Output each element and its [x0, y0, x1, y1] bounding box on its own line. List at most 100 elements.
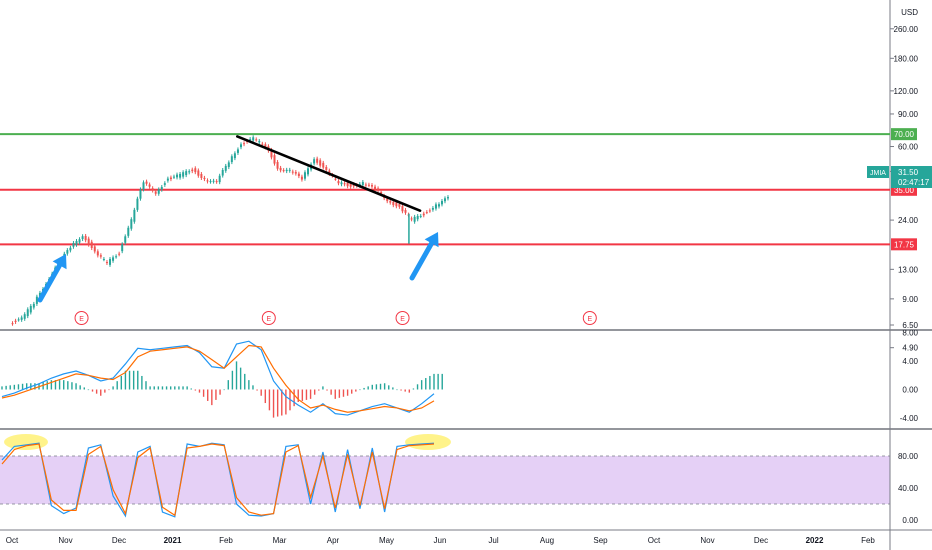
candle-body [297, 173, 300, 177]
candle-body [29, 306, 32, 313]
candle-body [221, 169, 224, 176]
candle-body [166, 178, 169, 181]
candle-body [197, 170, 200, 176]
candle-body [392, 201, 395, 206]
macd-histogram-bar [153, 386, 155, 390]
main-price-pane[interactable] [0, 0, 890, 330]
macd-histogram-bar [301, 389, 304, 401]
macd-histogram-bar [285, 389, 287, 415]
candle-body [224, 165, 227, 171]
macd-histogram-bar [223, 389, 225, 391]
price-axis[interactable]: 260.00180.00120.0090.0060.0044.0024.0013… [890, 25, 919, 353]
time-tick-label: Nov [58, 536, 72, 545]
macd-histogram-bar [202, 389, 205, 397]
arrow-shaft [409, 236, 437, 281]
macd-histogram-bar [165, 386, 168, 390]
macd-histogram-bar [1, 386, 3, 390]
earnings-label: E [266, 316, 271, 323]
candle-body [252, 137, 255, 141]
macd-indicator [1, 340, 443, 418]
time-tick-label: Mar [273, 536, 287, 545]
macd-histogram-bar [248, 380, 250, 390]
candle-body [319, 160, 322, 166]
candle-body [303, 172, 306, 179]
macd-histogram-bar [244, 373, 246, 390]
candle-body [14, 320, 17, 322]
macd-histogram-bar [50, 380, 53, 390]
trend-line[interactable] [235, 135, 422, 212]
macd-histogram-bar [116, 381, 118, 390]
candle-body [374, 186, 377, 190]
candle-body [38, 292, 41, 297]
earnings-marker [395, 311, 410, 325]
macd-histogram-bar [174, 386, 176, 390]
candle-body [416, 215, 419, 220]
candle-body [440, 201, 443, 205]
macd-histogram-bar [297, 389, 299, 402]
time-tick-label: Apr [327, 536, 340, 545]
candle-body [69, 247, 72, 251]
time-tick-label: Sep [593, 536, 608, 545]
candle-body [139, 189, 142, 199]
candle-body [337, 181, 340, 184]
last-price-label: 31.50 [898, 168, 919, 177]
candle-body [32, 303, 35, 308]
macd-histogram-bar [375, 384, 378, 390]
candle-body [93, 246, 96, 252]
candle-body [130, 219, 133, 229]
candle-body [227, 162, 230, 168]
candle-body [239, 144, 242, 148]
candle-body [364, 184, 367, 186]
candle-body [194, 168, 197, 173]
candle-body [87, 238, 90, 245]
candle-body [285, 169, 288, 172]
macd-histogram-bar [67, 381, 69, 390]
candle-body [328, 170, 331, 174]
macd-histogram-bar [293, 389, 295, 407]
macd-tick-label: 8.00 [902, 329, 918, 338]
macd-histogram-bar [252, 385, 254, 390]
macd-histogram-bar [359, 389, 361, 391]
candle-body [218, 175, 221, 183]
macd-histogram-bar [178, 386, 180, 390]
macd-histogram-bar [207, 389, 209, 401]
macd-histogram-bar [141, 375, 143, 390]
candle-body [163, 183, 166, 185]
candle-body [145, 181, 148, 184]
candle-body [109, 259, 112, 265]
stoch-tick-label: 80.00 [898, 452, 919, 461]
candle-body [352, 184, 355, 187]
candle-body [386, 198, 389, 202]
candle-body [112, 257, 115, 261]
time-tick-label: Oct [648, 536, 661, 545]
macd-histogram-bar [190, 388, 192, 390]
price-tick-label: 6.50 [902, 321, 918, 330]
macd-axis: 8.00 4.00 0.00 -4.00 [900, 329, 919, 423]
candle-body [249, 139, 252, 141]
candle-body [243, 143, 246, 145]
macd-histogram-bar [322, 386, 324, 390]
macd-histogram-bar [309, 389, 312, 399]
earnings-label: E [400, 316, 405, 323]
candle-body [172, 176, 175, 178]
level-label: 70.00 [894, 130, 915, 139]
candle-body [90, 241, 93, 249]
candle-body [99, 255, 102, 257]
candle-body [124, 236, 127, 243]
candle-body [261, 143, 264, 145]
arrow-head [52, 254, 67, 270]
candle-body [142, 182, 145, 190]
macd-histogram-bar [416, 384, 419, 390]
macd-histogram-bar [268, 389, 271, 411]
candle-body [264, 144, 267, 148]
highlight-marker [4, 434, 48, 450]
candle-body [446, 197, 449, 199]
macd-pane[interactable] [0, 331, 890, 429]
candle-body [84, 235, 87, 241]
time-axis[interactable]: Oct Nov Dec 2021 Feb Mar Apr May Jun Jul Aug Sep Oct… [6, 536, 876, 545]
candle-body [380, 191, 383, 195]
macd-histogram-bar [104, 389, 106, 393]
candle-body [334, 178, 337, 180]
